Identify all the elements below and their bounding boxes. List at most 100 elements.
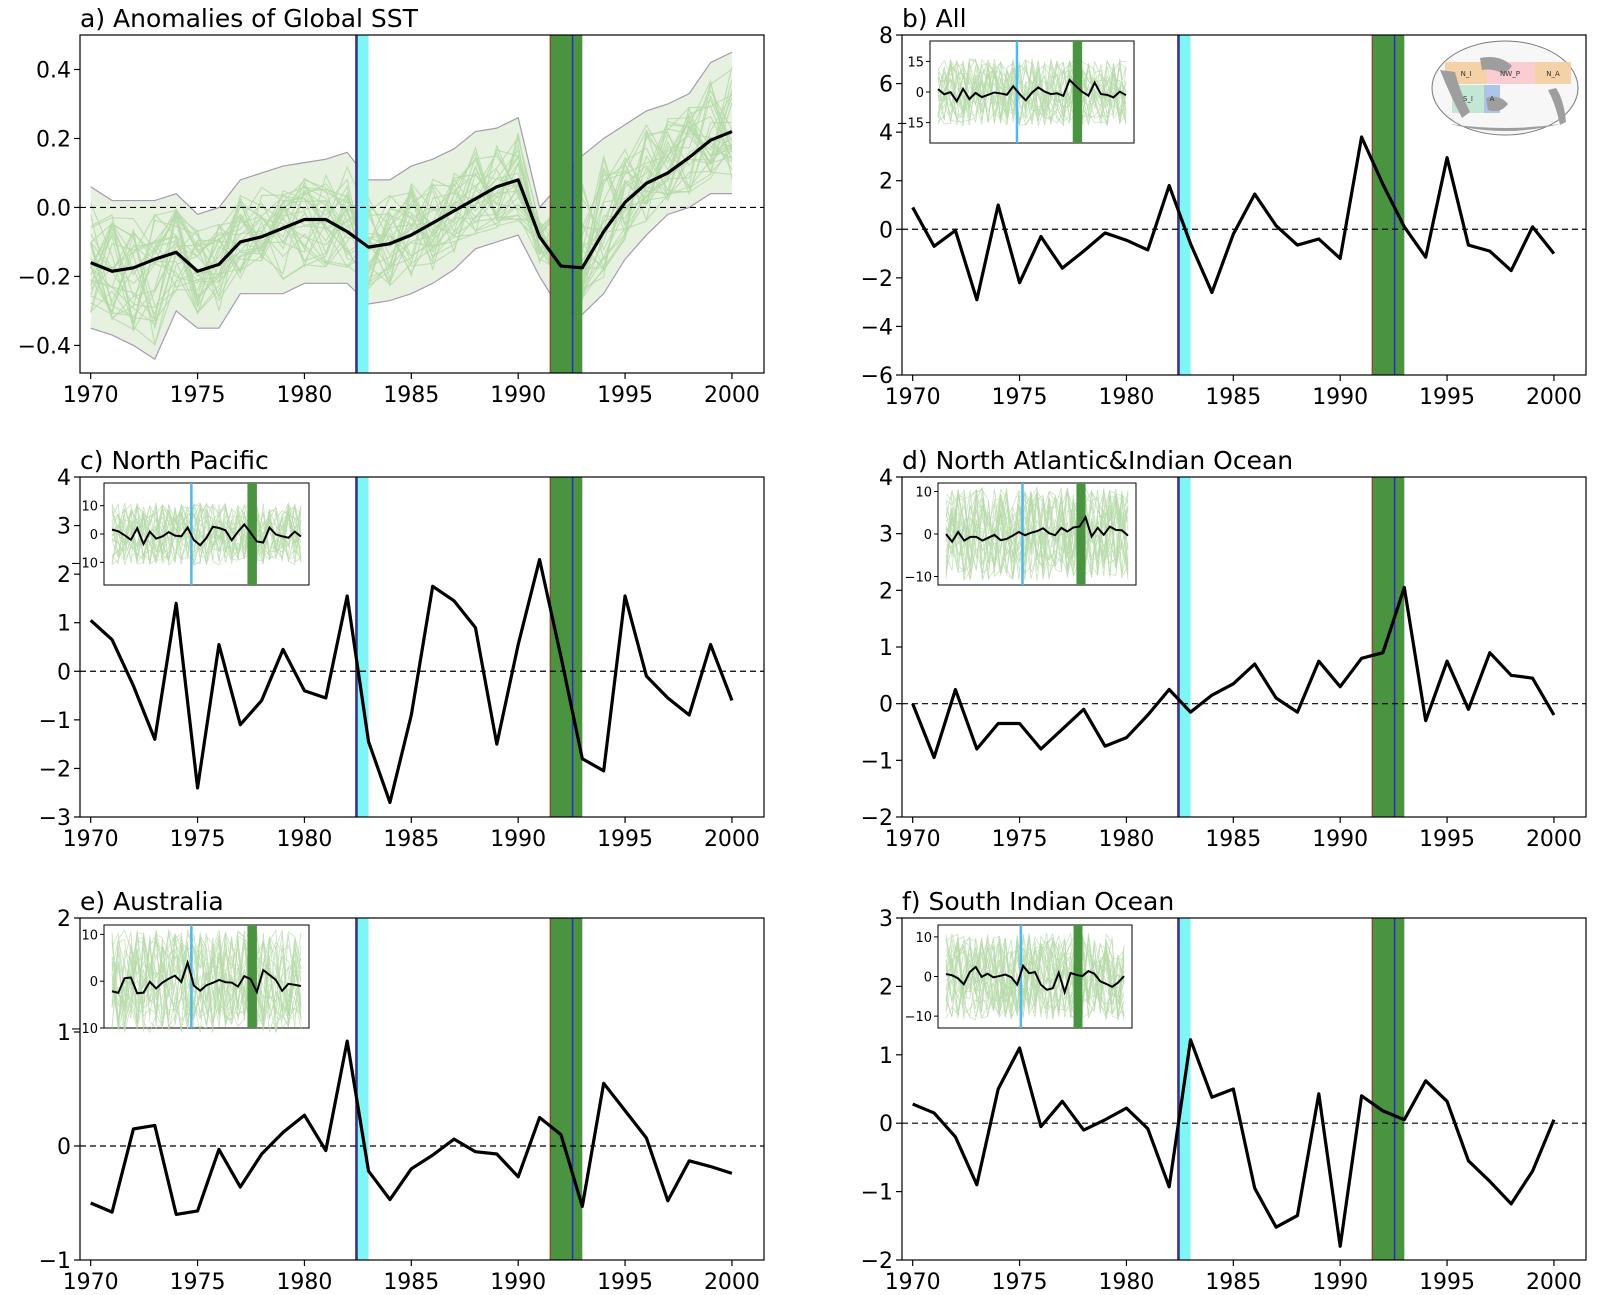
y-tick-label: 2 — [879, 975, 893, 1000]
x-tick-label: 2000 — [704, 827, 760, 852]
event-band — [357, 35, 369, 373]
panel-title: e) Australia — [80, 887, 224, 916]
inset-ensemble-member — [111, 931, 302, 1031]
x-tick-label: 1995 — [1419, 1270, 1475, 1295]
ensemble-lower-line — [90, 193, 732, 361]
ensemble-member — [90, 93, 733, 313]
event-band — [1395, 35, 1405, 375]
event-band — [357, 477, 369, 817]
inset-ensemble-member — [937, 63, 1127, 124]
y-tick-label: 0 — [57, 660, 71, 685]
inset-y-tick-label: −10 — [905, 571, 932, 586]
inset-ensemble-member — [111, 934, 302, 1033]
y-tick-label: 3 — [57, 515, 71, 540]
y-tick-label: 3 — [879, 907, 893, 932]
event-band — [1372, 35, 1394, 375]
inset-y-tick-label: −10 — [905, 1010, 932, 1025]
y-tick-label: 0 — [879, 218, 893, 243]
x-tick-label: 1985 — [383, 827, 439, 852]
map-label: NW_P — [1500, 70, 1520, 78]
inset-ensemble-member — [937, 58, 1127, 125]
x-tick-label: 1985 — [1205, 827, 1261, 852]
y-tick-label: 1 — [57, 612, 71, 637]
y-tick-label: 2 — [57, 907, 71, 932]
map-label: N_I — [1461, 70, 1472, 78]
inset-ensemble-member — [945, 935, 1125, 1018]
y-tick-label: 0 — [879, 693, 893, 718]
y-tick-label: −2 — [39, 757, 71, 782]
x-tick-label: 1985 — [383, 383, 439, 408]
y-tick-label: −1 — [39, 1249, 71, 1274]
x-tick-label: 1975 — [992, 1270, 1048, 1295]
x-tick-label: 1970 — [885, 385, 941, 410]
inset-ensemble-member — [945, 486, 1129, 580]
x-tick-label: 1995 — [597, 827, 653, 852]
inset-ensemble-member — [111, 935, 302, 1028]
inset-ensemble-member — [111, 932, 302, 1030]
event-band — [357, 918, 369, 1260]
map-land-africa — [1440, 70, 1470, 118]
inset-y-tick-label: 10 — [915, 486, 932, 501]
inset-band-green — [1073, 925, 1083, 1028]
inset-mean-line — [111, 522, 302, 547]
x-tick-label: 1990 — [1312, 827, 1368, 852]
ensemble-member — [90, 120, 733, 324]
y-tick-label: 4 — [879, 466, 893, 491]
event-band — [550, 477, 572, 817]
inset: −15 0 15 — [897, 40, 1135, 144]
series-line — [90, 1039, 733, 1216]
inset-ensemble-member — [111, 503, 302, 561]
y-tick-label: −1 — [861, 749, 893, 774]
y-tick-label: 0 — [879, 1112, 893, 1137]
x-tick-label: 1980 — [276, 827, 332, 852]
region-map: N_I NW_P N_A S_I A — [1431, 40, 1579, 136]
y-tick-label: −0.2 — [18, 265, 71, 290]
y-tick-label: −4 — [861, 315, 893, 340]
map-region-n-a — [1535, 62, 1571, 84]
axes-frame — [901, 34, 1587, 376]
inset-ensemble-member — [111, 503, 302, 561]
y-tick-label: 0.4 — [36, 58, 71, 83]
ensemble-member — [90, 81, 733, 322]
x-tick-label: 1985 — [383, 1270, 439, 1295]
inset-ensemble-member — [945, 932, 1125, 1016]
inset-ensemble-member — [111, 932, 302, 1032]
inset-mean-line — [945, 963, 1125, 996]
inset-ensemble-member — [111, 932, 302, 1028]
inset-ensemble-member — [945, 489, 1129, 581]
series-line — [911, 585, 1556, 760]
inset-mean-line — [111, 959, 302, 995]
y-tick-label: 2 — [57, 563, 71, 588]
inset-y-tick-label: 10 — [81, 928, 98, 943]
ensemble-member — [90, 94, 733, 346]
x-tick-label: 1980 — [276, 1270, 332, 1295]
panel-title: a) Anomalies of Global SST — [80, 4, 419, 33]
event-band — [573, 918, 583, 1260]
ensemble-upper-line — [90, 51, 733, 216]
y-tick-label: −2 — [861, 267, 893, 292]
inset-ensemble-member — [111, 932, 302, 1027]
inset-y-tick-label: 10 — [81, 500, 98, 515]
series-line — [911, 135, 1556, 302]
x-tick-label: 1980 — [276, 383, 332, 408]
inset-y-tick-label: 0 — [90, 975, 98, 990]
inset: −10 0 10 — [905, 482, 1137, 586]
inset-y-tick-label: 10 — [915, 931, 932, 946]
event-band — [550, 35, 572, 373]
map-land-australia — [1486, 96, 1508, 112]
x-tick-label: 2000 — [704, 383, 760, 408]
ensemble-member — [90, 66, 733, 331]
y-tick-label: 4 — [879, 121, 893, 146]
x-tick-label: 1995 — [597, 1270, 653, 1295]
ensemble-member — [90, 121, 733, 299]
inset-y-tick-label: 15 — [907, 55, 924, 70]
inset-ensemble-member — [937, 60, 1127, 125]
event-band — [1393, 477, 1396, 817]
ensemble-member — [90, 105, 733, 298]
event-band — [1177, 918, 1180, 1260]
y-tick-label: −2 — [861, 1249, 893, 1274]
x-tick-label: 1970 — [885, 1270, 941, 1295]
ensemble-member — [90, 68, 733, 296]
